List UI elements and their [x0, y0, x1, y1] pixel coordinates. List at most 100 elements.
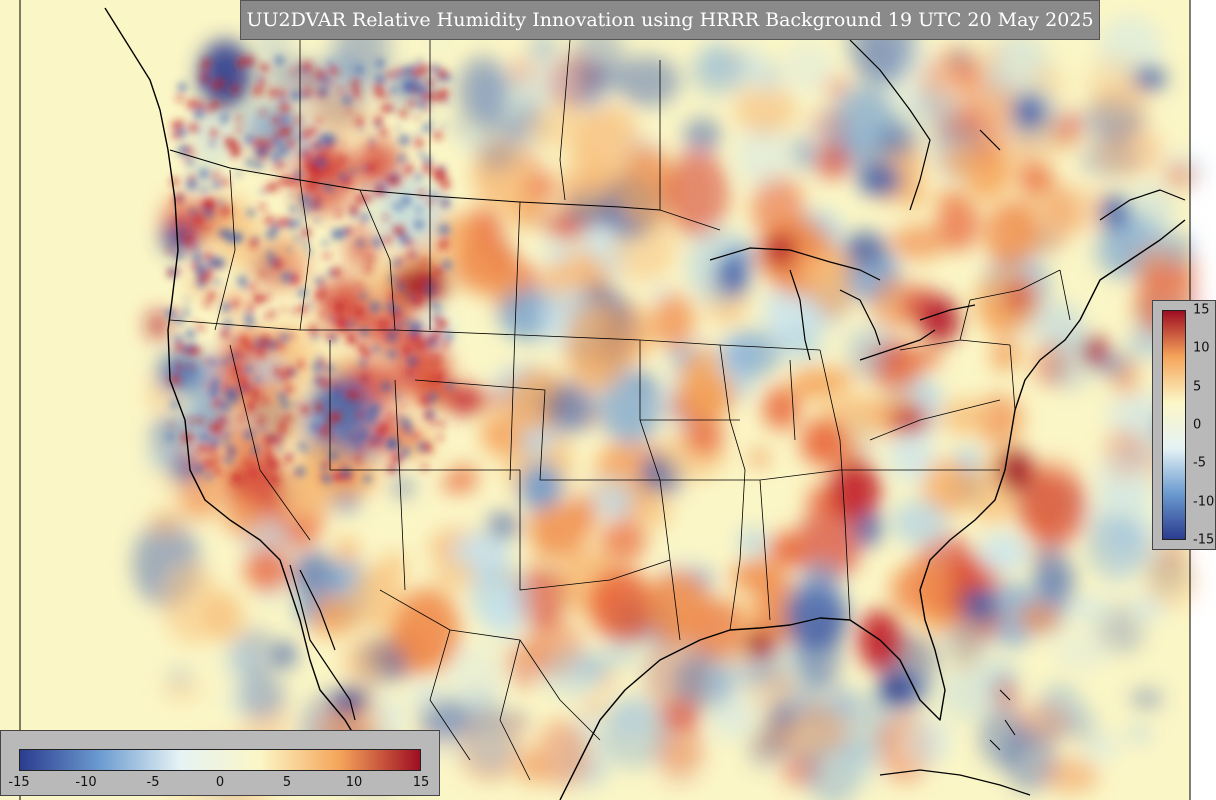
innovation-speckle-dot	[266, 250, 273, 257]
innovation-blob	[346, 229, 380, 269]
innovation-speckle-dot	[327, 60, 334, 67]
innovation-speckle-dot	[323, 251, 331, 259]
innovation-speckle-dot	[307, 250, 313, 256]
innovation-speckle-dot	[403, 369, 410, 376]
innovation-speckle-dot	[191, 318, 196, 324]
innovation-speckle-dot	[231, 364, 243, 375]
innovation-speckle-dot	[275, 377, 281, 383]
innovation-speckle-dot	[167, 247, 174, 254]
innovation-blob	[660, 739, 698, 766]
innovation-speckle-dot	[219, 400, 231, 412]
innovation-speckle-dot	[391, 226, 398, 233]
innovation-speckle-dot	[435, 91, 447, 103]
innovation-speckle-dot	[206, 290, 217, 301]
innovation-speckle-dot	[298, 149, 306, 157]
innovation-blob	[829, 460, 881, 520]
innovation-speckle-dot	[256, 347, 267, 358]
innovation-speckle-dot	[431, 329, 442, 340]
innovation-speckle-dot	[302, 241, 309, 248]
innovation-speckle-dot	[354, 454, 363, 464]
innovation-speckle-dot	[393, 323, 400, 330]
innovation-speckle-dot	[324, 298, 330, 304]
innovation-speckle-dot	[205, 259, 216, 270]
innovation-speckle-dot	[415, 206, 423, 214]
innovation-speckle-dot	[359, 126, 365, 132]
innovation-speckle-dot	[362, 474, 372, 484]
innovation-speckle-dot	[207, 444, 218, 455]
innovation-blob	[1083, 335, 1107, 365]
innovation-speckle-dot	[191, 251, 204, 264]
bottom-colorbar-tick: -10	[75, 775, 97, 790]
innovation-speckle-dot	[327, 184, 335, 192]
innovation-speckle-dot	[378, 422, 390, 433]
innovation-speckle-dot	[236, 275, 248, 287]
innovation-speckle-dot	[412, 252, 417, 258]
innovation-speckle-dot	[373, 115, 384, 126]
innovation-speckle-dot	[402, 172, 407, 177]
innovation-blob	[308, 88, 369, 139]
cuba-outline	[879, 769, 1031, 796]
innovation-speckle-dot	[198, 168, 210, 179]
innovation-blob	[305, 595, 358, 637]
innovation-speckle-dot	[364, 193, 373, 202]
innovation-speckle-dot	[172, 368, 177, 374]
innovation-speckle-dot	[286, 139, 296, 148]
innovation-speckle-dot	[321, 473, 333, 485]
innovation-speckle-dot	[205, 472, 213, 481]
innovation-speckle-dot	[230, 352, 238, 361]
innovation-blob	[522, 150, 541, 167]
innovation-blob	[168, 666, 191, 687]
innovation-speckle-dot	[188, 243, 195, 250]
innovation-speckle-dot	[293, 170, 303, 180]
innovation-speckle-dot	[185, 178, 198, 191]
innovation-speckle-dot	[343, 227, 350, 234]
innovation-speckle-dot	[181, 236, 188, 244]
innovation-speckle-dot	[272, 366, 283, 377]
innovation-speckle-dot	[282, 125, 293, 136]
innovation-speckle-dot	[372, 345, 380, 354]
innovation-blob	[1050, 336, 1093, 391]
innovation-speckle-dot	[191, 345, 202, 356]
innovation-blob	[1095, 449, 1156, 510]
innovation-speckle-dot	[420, 258, 428, 266]
innovation-speckle-dot	[389, 175, 401, 187]
innovation-speckle-dot	[398, 257, 405, 264]
innovation-blob	[616, 55, 680, 108]
innovation-blob	[638, 377, 655, 391]
innovation-speckle-dot	[429, 66, 434, 71]
state-borders	[169, 10, 1071, 641]
innovation-speckle-dot	[293, 402, 299, 408]
innovation-speckle-dot	[317, 152, 327, 162]
innovation-blob	[762, 386, 801, 430]
innovation-speckle-dot	[429, 119, 434, 124]
innovation-speckle-dot	[361, 165, 368, 172]
innovation-blob	[391, 478, 414, 497]
innovation-speckle-dot	[196, 417, 205, 426]
innovation-blob	[411, 680, 440, 709]
innovation-blob	[389, 618, 420, 650]
innovation-blob	[909, 89, 957, 127]
innovation-speckle-dot	[346, 333, 356, 343]
innovation-speckle-dot	[375, 58, 386, 69]
innovation-blob	[589, 568, 654, 642]
innovation-speckle-dot	[259, 271, 265, 277]
innovation-blob	[996, 341, 1022, 362]
innovation-speckle-dot	[398, 108, 409, 119]
bottom-colorbar-tick: 5	[282, 775, 292, 790]
innovation-speckle-dot	[371, 236, 383, 248]
innovation-blob	[842, 231, 888, 265]
innovation-blob	[1066, 595, 1112, 623]
innovation-blob	[904, 188, 927, 208]
map-title: UU2DVAR Relative Humidity Innovation usi…	[240, 0, 1100, 40]
mexico-borders	[379, 589, 601, 781]
innovation-blob	[874, 254, 899, 275]
innovation-speckle-dot	[175, 308, 181, 313]
innovation-speckle-dot	[397, 154, 407, 164]
innovation-speckle-dot	[328, 335, 337, 343]
atlantic-coastline	[919, 219, 1186, 591]
innovation-speckle-dot	[398, 277, 407, 286]
innovation-speckle-dot	[357, 430, 369, 442]
innovation-blob	[779, 325, 824, 363]
innovation-speckle-dot	[203, 251, 213, 261]
innovation-speckle-dot	[438, 223, 451, 236]
